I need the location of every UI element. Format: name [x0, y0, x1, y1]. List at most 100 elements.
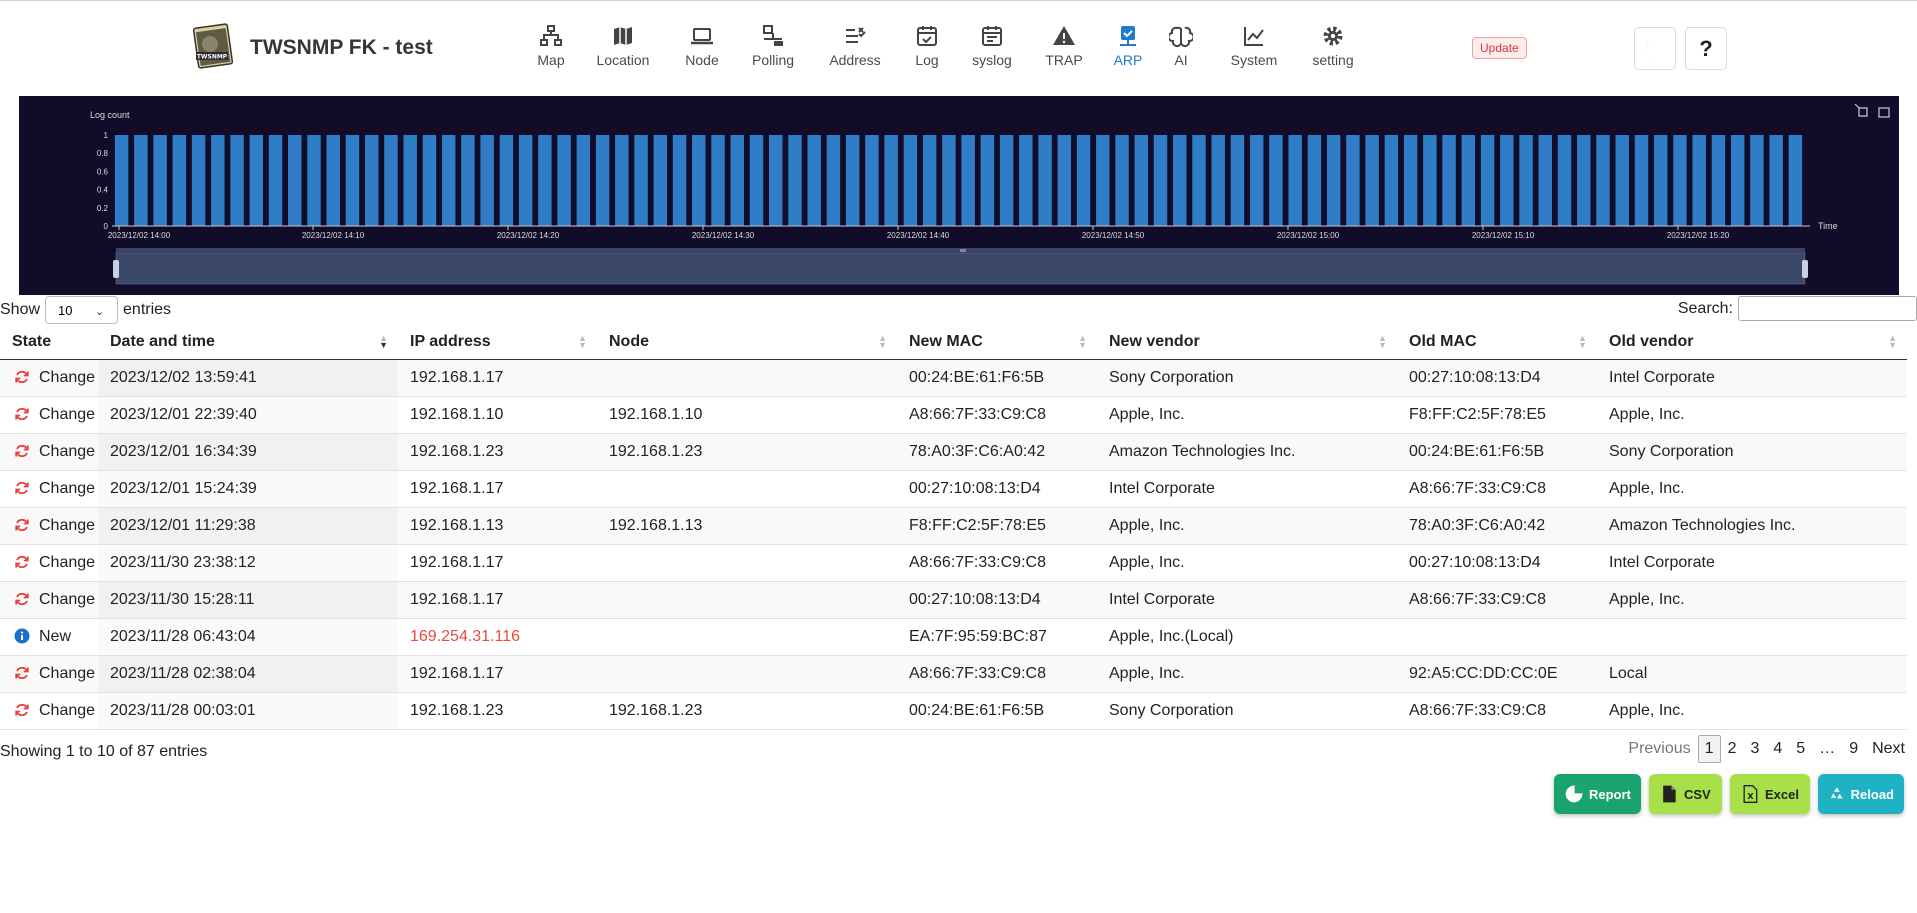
- table-row[interactable]: Change 2023/12/01 16:34:39 192.168.1.23 192…: [0, 433, 1907, 471]
- map-network-icon: [540, 25, 562, 46]
- cell-node: [597, 618, 897, 656]
- cell-new-mac: 78:A0:3F:C6:A0:42: [897, 433, 1097, 471]
- update-button[interactable]: Update: [1472, 37, 1527, 59]
- table-row[interactable]: Change 2023/12/01 22:39:40 192.168.1.10 192…: [0, 396, 1907, 434]
- cell-node: 192.168.1.13: [597, 507, 897, 545]
- x-tick-label: 2023/12/02 14:40: [887, 231, 950, 240]
- table-row[interactable]: Change 2023/12/02 13:59:41 192.168.1.17 00:…: [0, 359, 1907, 397]
- table-row[interactable]: Change 2023/11/28 00:03:01 192.168.1.23 192…: [0, 692, 1907, 730]
- table-row[interactable]: Change 2023/11/30 15:28:11 192.168.1.17 00:…: [0, 581, 1907, 619]
- help-button[interactable]: ?: [1685, 27, 1727, 70]
- pagination-ellipsis[interactable]: …: [1819, 740, 1836, 757]
- chart-bar: [1461, 135, 1476, 226]
- table-row[interactable]: Change 2023/12/01 15:24:39 192.168.1.17 00:…: [0, 470, 1907, 508]
- state-label: Change: [39, 553, 96, 571]
- table-row[interactable]: New 2023/11/28 06:43:04 169.254.31.116 EA:7…: [0, 618, 1907, 656]
- state-label: Change: [39, 701, 96, 719]
- report-label: Report: [1589, 786, 1631, 802]
- chart-bar: [1596, 135, 1610, 226]
- chart-bar: [461, 135, 475, 226]
- nav-item-polling[interactable]: Polling: [743, 24, 803, 68]
- csv-button[interactable]: CSV: [1649, 774, 1722, 814]
- chart-bar: [1019, 135, 1033, 226]
- cell-ip: 192.168.1.17: [398, 581, 597, 619]
- chart-bar: [845, 135, 860, 226]
- pagination-next[interactable]: Next: [1872, 740, 1905, 757]
- action-buttons: Report CSV X Excel Reload: [1554, 774, 1904, 814]
- state-label: Change: [39, 405, 96, 423]
- nav-item-label: setting: [1312, 52, 1354, 68]
- column-header-new-mac[interactable]: New MAC ▲ ▼: [897, 326, 1097, 360]
- nav-item-trap[interactable]: TRAP: [1034, 24, 1094, 68]
- pagination-page[interactable]: 3: [1750, 740, 1760, 757]
- table-row[interactable]: Change 2023/11/30 23:38:12 192.168.1.17 A8:…: [0, 544, 1907, 582]
- svg-text:TWSNMP: TWSNMP: [197, 54, 228, 61]
- refresh-icon: [15, 444, 29, 457]
- pagination-page[interactable]: 1: [1697, 735, 1721, 763]
- state-label: Change: [39, 590, 96, 608]
- state-label: New: [39, 627, 72, 645]
- table-row[interactable]: Change 2023/12/01 11:29:38 192.168.1.13 192…: [0, 507, 1907, 545]
- save-image-icon: [1878, 107, 1890, 118]
- app-logo[interactable]: TWSNMP: [190, 22, 236, 70]
- address-list-icon: [846, 27, 866, 43]
- chart-bar: [1346, 135, 1360, 226]
- column-header-label: New MAC: [909, 333, 983, 351]
- nav-item-map[interactable]: Map: [521, 24, 581, 68]
- nav-item-location[interactable]: Location: [593, 24, 653, 68]
- datazoom-grip-icon: [960, 249, 966, 252]
- pagination-page[interactable]: 5: [1796, 740, 1806, 757]
- report-button[interactable]: Report: [1554, 774, 1641, 814]
- chart-bar: [615, 135, 629, 226]
- excel-button[interactable]: X Excel: [1730, 774, 1810, 814]
- y-tick-label: 0: [104, 222, 109, 231]
- nav-item-system[interactable]: System: [1224, 24, 1284, 68]
- nav-item-node[interactable]: Node: [672, 24, 732, 68]
- chart-bar: [961, 135, 975, 226]
- pagination-page[interactable]: 9: [1849, 740, 1859, 757]
- theme-toggle-button[interactable]: [1634, 27, 1676, 70]
- nav-item-arp[interactable]: ARP: [1098, 24, 1158, 68]
- log-count-chart: Log count 0 0.2 0.4 0.6 0.8 1 2023/12/02 14:00 2…: [19, 96, 1899, 295]
- refresh-icon: [15, 592, 29, 605]
- nav-item-ai[interactable]: AI: [1151, 24, 1211, 68]
- nav-item-log[interactable]: Log: [897, 24, 957, 68]
- chart-bar: [1788, 135, 1803, 226]
- column-header-ip-address[interactable]: IP address ▲ ▼: [398, 326, 597, 360]
- nav-item-label: TRAP: [1045, 52, 1083, 68]
- refresh-icon: [15, 518, 29, 531]
- zoom-icon: [1854, 103, 1868, 117]
- nav-item-address[interactable]: Address: [825, 24, 885, 68]
- nav-item-setting[interactable]: setting: [1303, 24, 1363, 68]
- nav-item-syslog[interactable]: syslog: [962, 24, 1022, 68]
- y-tick-label: 1: [104, 131, 109, 140]
- x-tick-label: 2023/12/02 14:30: [692, 231, 755, 240]
- table-info: Showing 1 to 10 of 87 entries: [0, 743, 208, 760]
- chart-bar: [1134, 135, 1149, 226]
- chart-bar: [134, 135, 148, 226]
- state-label: Change: [39, 368, 96, 386]
- column-header-date-and-time[interactable]: Date and time ▲ ▼: [98, 326, 398, 360]
- pagination-page[interactable]: 2: [1727, 740, 1737, 757]
- cell-state: Change: [0, 692, 98, 730]
- pagination-previous[interactable]: Previous: [1628, 740, 1691, 757]
- cell-old-mac: F8:FF:C2:5F:78:E5: [1397, 396, 1597, 434]
- search-input[interactable]: [1738, 296, 1917, 321]
- column-header-new-vendor[interactable]: New vendor ▲ ▼: [1097, 326, 1397, 360]
- column-header-state[interactable]: State: [0, 326, 98, 360]
- page-size-select[interactable]: 10: [45, 296, 119, 324]
- chart-bar: [422, 135, 437, 226]
- cell-date: 2023/12/01 15:24:39: [98, 470, 398, 508]
- pagination-page[interactable]: 4: [1773, 740, 1783, 757]
- chart-bar: [1096, 135, 1110, 226]
- column-header-old-mac[interactable]: Old MAC ▲ ▼: [1397, 326, 1597, 360]
- cell-old-mac: A8:66:7F:33:C9:C8: [1397, 692, 1597, 730]
- chart-bar: [1769, 135, 1783, 226]
- table-row[interactable]: Change 2023/11/28 02:38:04 192.168.1.17 A8:…: [0, 655, 1907, 693]
- chart-bar: [1519, 135, 1533, 226]
- reload-button[interactable]: Reload: [1818, 774, 1904, 814]
- column-header-node[interactable]: Node ▲ ▼: [597, 326, 897, 360]
- column-header-old-vendor[interactable]: Old vendor ▲ ▼: [1597, 326, 1907, 360]
- chart-bar: [692, 135, 706, 226]
- cell-new-mac: A8:66:7F:33:C9:C8: [897, 544, 1097, 582]
